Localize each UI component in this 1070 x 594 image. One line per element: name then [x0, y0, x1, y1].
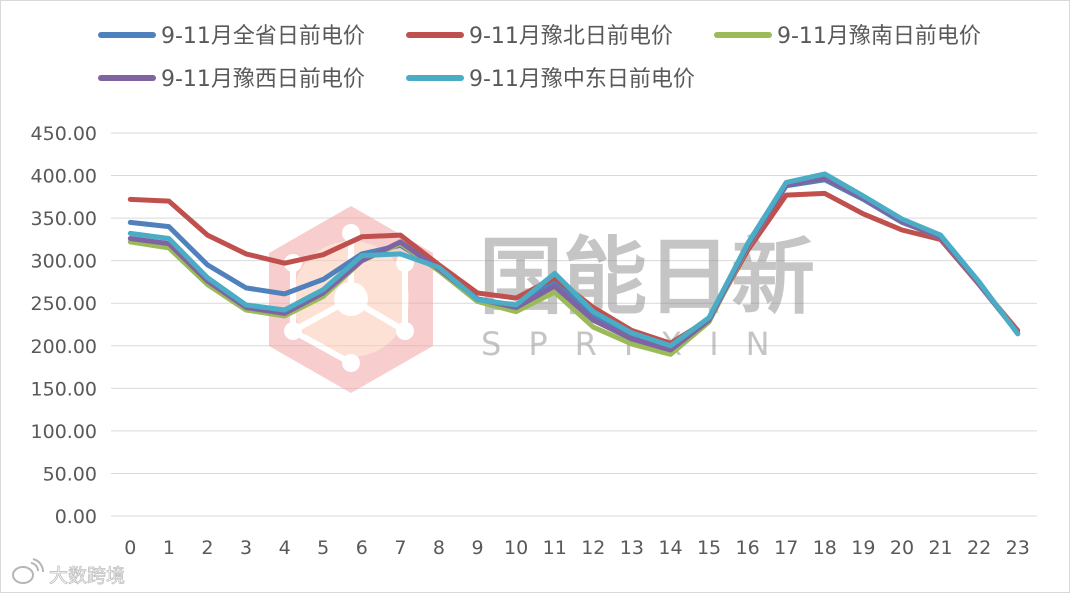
x-tick-label: 5 [317, 537, 329, 559]
legend-label: 9-11月豫西日前电价 [161, 67, 365, 92]
x-tick-label: 22 [967, 537, 991, 559]
x-tick-label: 20 [890, 537, 914, 559]
watermark-brand: 国能日新 [479, 228, 815, 326]
x-tick-label: 6 [356, 537, 368, 559]
source-watermark: 大数跨境 [12, 558, 125, 587]
x-tick-label: 23 [1006, 537, 1030, 559]
legend-label: 9-11月全省日前电价 [161, 24, 365, 49]
y-tick-label: 0.00 [55, 506, 97, 528]
x-tick-label: 18 [813, 537, 837, 559]
y-tick-label: 450.00 [31, 123, 97, 145]
x-tick-label: 4 [279, 537, 291, 559]
y-tick-label: 150.00 [31, 378, 97, 400]
legend: 9-11月全省日前电价 9-11月豫北日前电价 9-11月豫南日前电价 9-11月豫西… [98, 24, 981, 92]
x-tick-label: 7 [394, 537, 406, 559]
brand-logo-icon [269, 206, 433, 393]
x-tick-label: 19 [851, 537, 875, 559]
x-tick-label: 9 [471, 537, 483, 559]
x-tick-label: 16 [736, 537, 760, 559]
series-line-5 [127, 171, 1021, 349]
x-tick-label: 2 [201, 537, 213, 559]
x-tick-label: 17 [774, 537, 798, 559]
x-tick-label: 15 [697, 537, 721, 559]
y-tick-label: 300.00 [31, 251, 97, 273]
series-lines [127, 171, 1021, 357]
y-tick-label: 100.00 [31, 421, 97, 443]
x-tick-label: 8 [433, 537, 445, 559]
x-tick-label: 21 [928, 537, 952, 559]
x-tick-label: 0 [124, 537, 136, 559]
axes: 0.00 50.00 100.00 150.00 200.00 250.00 300.00 3… [31, 123, 1030, 559]
x-tick-label: 12 [581, 537, 605, 559]
source-label: 大数跨境 [49, 565, 125, 587]
x-tick-label: 14 [658, 537, 682, 559]
x-tick-label: 10 [504, 537, 528, 559]
x-tick-label: 13 [620, 537, 644, 559]
y-tick-label: 250.00 [31, 293, 97, 315]
y-tick-label: 200.00 [31, 336, 97, 358]
y-tick-label: 50.00 [43, 463, 97, 485]
x-tick-label: 1 [163, 537, 175, 559]
legend-label: 9-11月豫南日前电价 [777, 24, 981, 49]
legend-label: 9-11月豫北日前电价 [469, 24, 673, 49]
y-tick-label: 350.00 [31, 208, 97, 230]
legend-label: 9-11月豫中东日前电价 [469, 67, 695, 92]
y-tick-label: 400.00 [31, 166, 97, 188]
weibo-icon [12, 558, 45, 584]
x-tick-label: 11 [543, 537, 567, 559]
x-tick-label: 3 [240, 537, 252, 559]
watermark: 国能日新 SPRIXIN [269, 206, 815, 393]
